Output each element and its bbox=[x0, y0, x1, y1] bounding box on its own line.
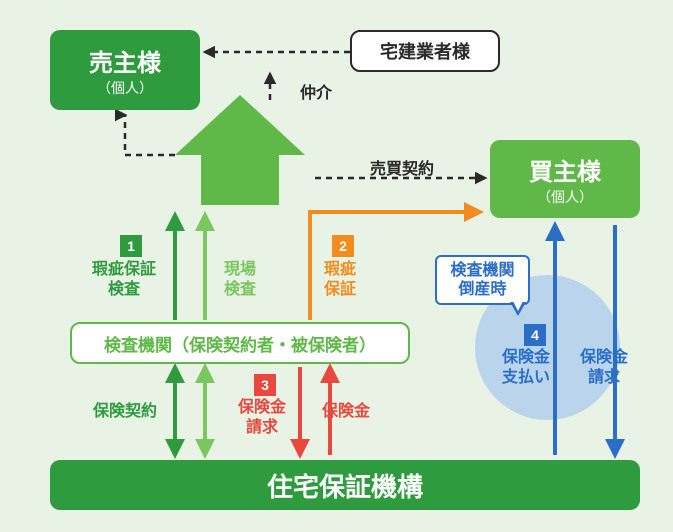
node-org: 住宅保証機構 bbox=[50, 460, 640, 510]
label-l_contract: 保険契約 bbox=[93, 402, 157, 422]
label-l_claim2: 保険金 請求 bbox=[580, 348, 628, 388]
badge-1: 1 bbox=[120, 235, 142, 257]
node-inspect: 検査機関（保険契約者・被保険者） bbox=[70, 322, 410, 364]
label-l3: 保険金 請求 bbox=[238, 398, 286, 438]
node-buyer: 買主様（個人） bbox=[490, 140, 640, 218]
label-l4: 保険金 支払い bbox=[502, 348, 550, 388]
label-l_pay: 保険金 bbox=[322, 402, 370, 422]
badge-2: 2 bbox=[332, 235, 354, 257]
node-title: 宅建業者様 bbox=[380, 38, 470, 64]
node-title: 売主様 bbox=[89, 43, 161, 78]
label-l2: 瑕疵 保証 bbox=[324, 260, 356, 300]
node-title: 検査機関（保険契約者・被保険者） bbox=[104, 331, 376, 356]
label-sale: 売買契約 bbox=[370, 160, 434, 180]
node-agent: 宅建業者様 bbox=[350, 30, 500, 72]
label-l1: 瑕疵保証 検査 bbox=[92, 260, 156, 300]
node-seller: 売主様（個人） bbox=[50, 30, 200, 110]
node-title: 住宅保証機構 bbox=[267, 467, 423, 504]
arrow bbox=[125, 115, 175, 155]
badge-4: 4 bbox=[524, 324, 546, 346]
callout-tail bbox=[510, 302, 526, 316]
node-title: 買主様 bbox=[529, 152, 601, 187]
node-sub: （個人） bbox=[537, 187, 593, 207]
badge-3: 3 bbox=[254, 374, 276, 396]
label-mediation: 仲介 bbox=[300, 84, 332, 104]
label-l_site: 現場 検査 bbox=[224, 260, 256, 300]
house-icon bbox=[175, 95, 305, 205]
node-sub: （個人） bbox=[97, 78, 153, 98]
callout-bankruptcy: 検査機関 倒産時 bbox=[435, 255, 530, 305]
